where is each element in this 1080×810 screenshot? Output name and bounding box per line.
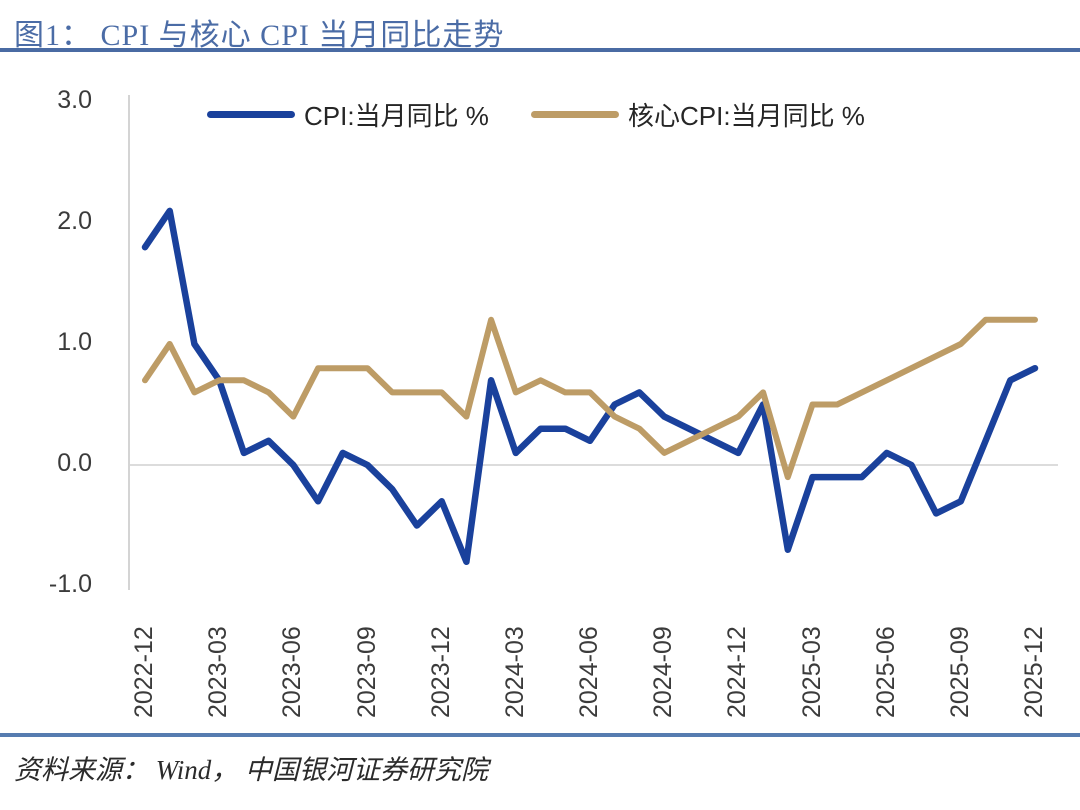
source-text: 资料来源： Wind， 中国银河证券研究院 [14,755,489,785]
x-tick-label: 2024-12 [723,626,752,718]
legend-item-core-cpi: 核心CPI:当月同比 % [531,99,865,131]
x-tick-label: 2025-03 [797,626,826,718]
legend-label-cpi: CPI:当月同比 % [304,100,489,131]
x-tick-label: 2023-12 [426,626,455,718]
title-underline-rule [0,48,1080,52]
legend-label-core-cpi: 核心CPI:当月同比 % [628,100,865,131]
x-tick-label: 2024-09 [649,626,678,718]
x-tick-label: 2023-03 [204,626,233,718]
y-tick-label: 1.0 [57,328,92,356]
x-tick-label: 2023-09 [352,626,381,718]
x-tick-label: 2022-12 [130,626,158,718]
source-divider-rule [0,733,1080,737]
y-tick-label: -1.0 [48,570,92,598]
y-tick-label: 0.0 [57,449,92,477]
y-tick-label: 3.0 [57,86,92,114]
cpi-line [141,207,1039,566]
x-tick-label: 2024-06 [575,626,603,718]
core-cpi-line [142,316,1038,481]
y-tick-label: 2.0 [57,207,92,235]
x-tick-label: 2023-06 [278,626,307,718]
x-tick-label: 2025-09 [945,626,974,718]
x-tick-label: 2024-03 [500,626,529,718]
core-cpi-line-swatch [531,110,619,118]
legend-item-cpi: CPI:当月同比 % [207,99,489,131]
figure-title: 图1： CPI 与核心 CPI 当月同比走势 [14,19,505,52]
x-tick-label: 2025-06 [871,626,900,718]
x-tick-label: 2025-12 [1020,626,1048,718]
cpi-line-swatch [207,110,295,118]
